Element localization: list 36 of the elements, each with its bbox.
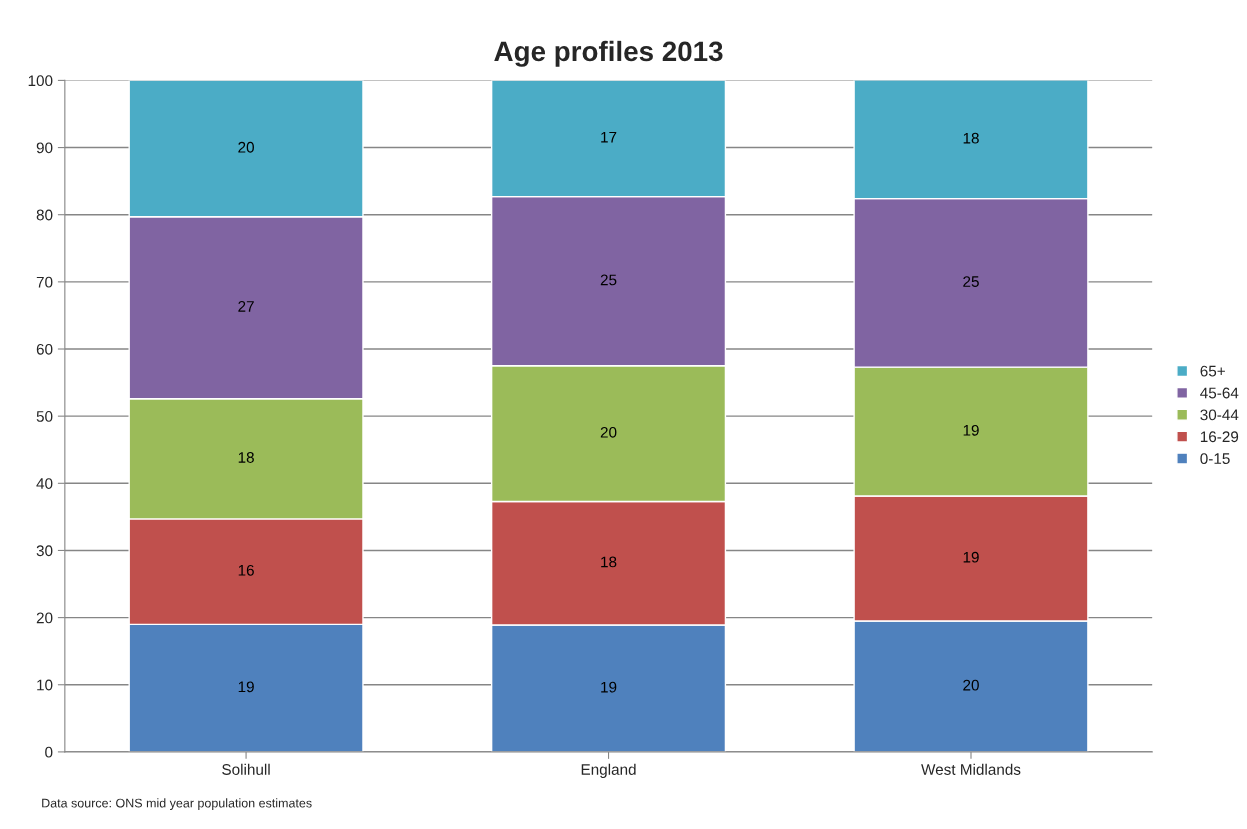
y-tick-label: 80 xyxy=(36,209,53,221)
data-label: 18 xyxy=(238,452,254,463)
data-label: 25 xyxy=(963,276,979,287)
data-label: 19 xyxy=(963,424,979,436)
y-tick-label: 0 xyxy=(45,746,53,758)
data-label: 18 xyxy=(601,556,617,568)
data-label: 20 xyxy=(238,141,254,153)
data-label: 20 xyxy=(963,679,979,691)
data-label: 18 xyxy=(963,132,979,144)
y-tick-label: 60 xyxy=(36,343,53,355)
y-tick-label: 50 xyxy=(36,411,53,422)
data-label: 27 xyxy=(238,300,254,312)
y-tick-label: 30 xyxy=(36,545,53,557)
y-tick-label: 20 xyxy=(36,612,53,624)
y-tick-label: 10 xyxy=(37,679,53,691)
x-tick-label: Solihull xyxy=(222,763,270,775)
x-tick-label: England xyxy=(581,763,636,778)
y-tick-label: 70 xyxy=(36,276,53,288)
data-label: 25 xyxy=(600,274,617,286)
data-label: 19 xyxy=(601,681,617,693)
data-label: 19 xyxy=(238,681,254,693)
data-label: 17 xyxy=(601,131,617,143)
y-tick-label: 40 xyxy=(36,478,53,489)
chart-title: Age profiles 2013 xyxy=(494,40,723,67)
legend-label: 30-44 xyxy=(1200,409,1239,421)
legend-label: 16-29 xyxy=(1200,431,1239,443)
source-note: Data source: ONS mid year population estimates xyxy=(42,798,312,810)
legend-label: 0-15 xyxy=(1200,453,1230,465)
legend-label: 45-64 xyxy=(1200,387,1239,399)
y-tick-label: 90 xyxy=(36,142,53,154)
data-label: 19 xyxy=(963,551,979,563)
legend-label: 65+ xyxy=(1200,365,1225,377)
data-label: 16 xyxy=(238,564,254,576)
data-label: 20 xyxy=(600,426,617,438)
x-tick-label: West Midlands xyxy=(921,763,1021,775)
y-tick-label: 100 xyxy=(28,75,53,87)
